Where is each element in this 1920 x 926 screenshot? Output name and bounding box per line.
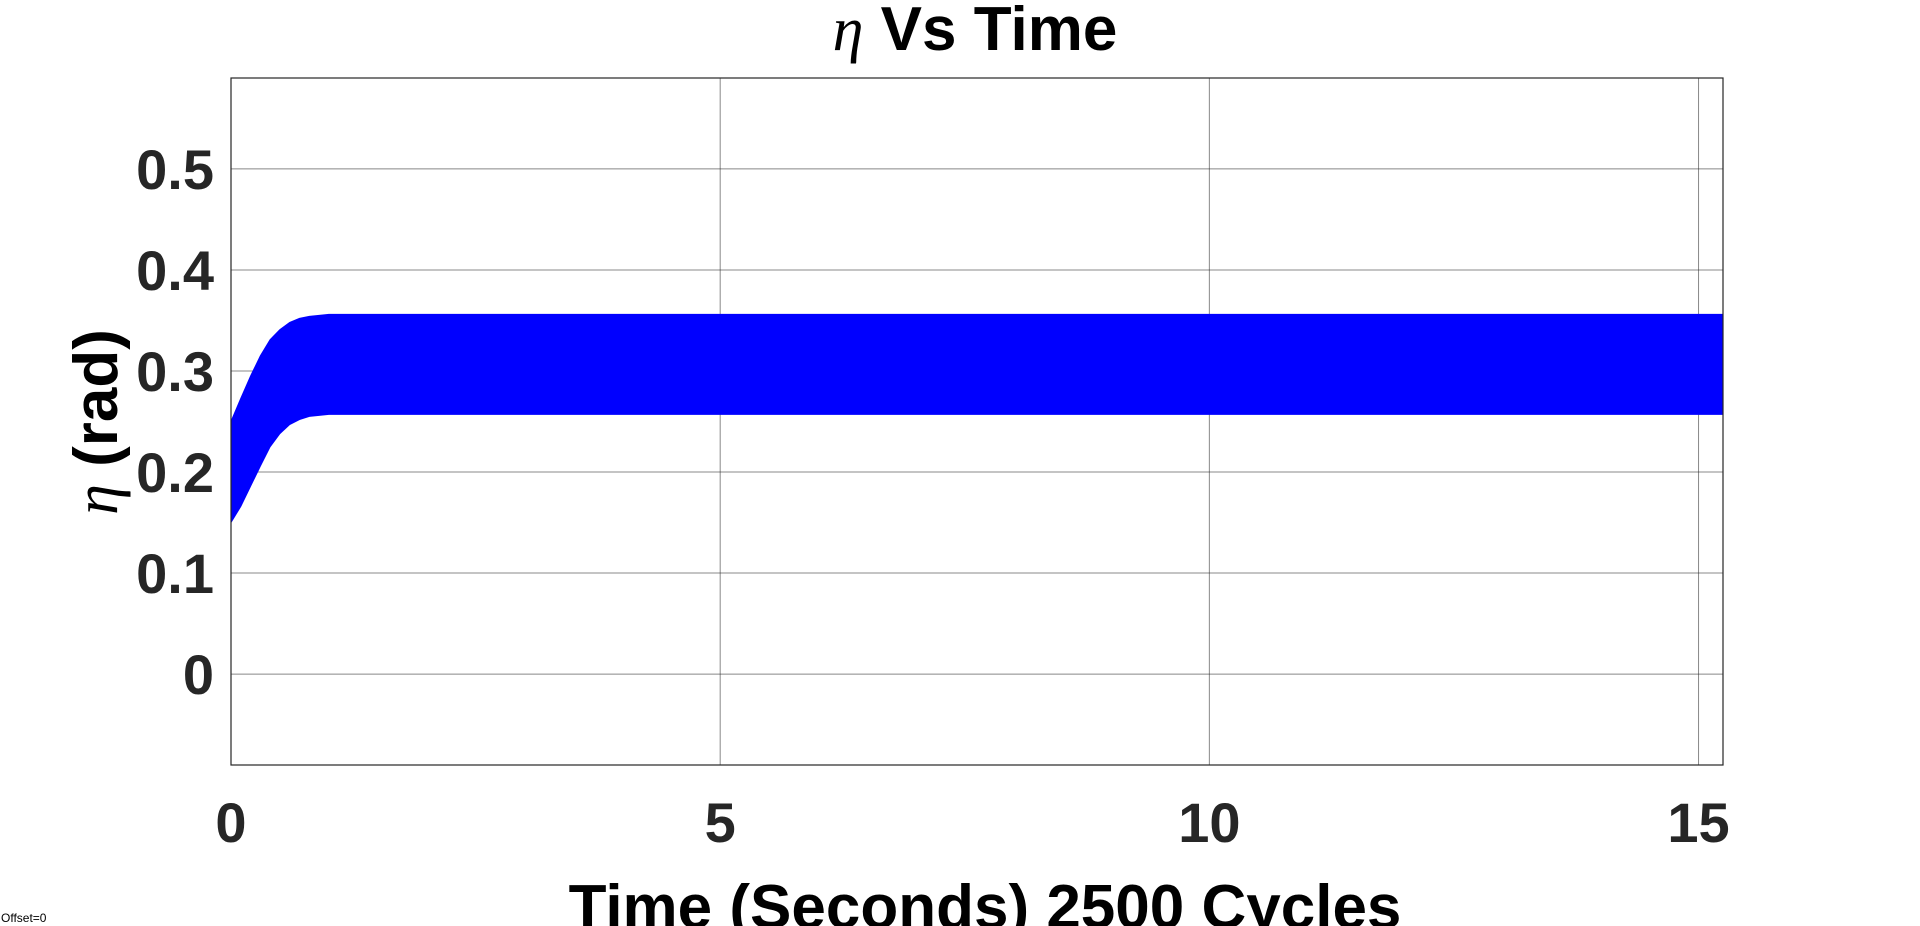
y-axis-title-symbol: η <box>63 484 131 515</box>
eta-oscillation-band <box>230 313 1724 525</box>
x-tick-label: 15 <box>1667 791 1729 854</box>
offset-note: Offset=0 <box>1 911 47 925</box>
y-tick-label: 0 <box>183 643 214 706</box>
x-tick-label: 5 <box>705 791 736 854</box>
y-tick-labels: 0 0.1 0.2 0.3 0.4 0.5 <box>136 138 214 706</box>
x-axis-title: Time (Seconds) 2500 Cycles <box>569 873 1402 926</box>
chart-title-text: Vs Time <box>863 0 1117 64</box>
y-tick-label: 0.3 <box>136 340 214 403</box>
grid-lines <box>230 78 1723 765</box>
series-layer <box>230 313 1724 525</box>
y-axis-title-text: (rad) <box>62 329 131 484</box>
y-tick-label: 0.1 <box>136 542 214 605</box>
plot-frame <box>230 77 1724 766</box>
chart-title-symbol: η <box>833 0 864 64</box>
chart-title: η Vs Time <box>833 0 1118 64</box>
y-tick-label: 0.2 <box>136 441 214 504</box>
y-tick-label: 0.5 <box>136 138 214 201</box>
x-tick-labels: 0 5 10 15 <box>215 791 1729 854</box>
y-axis-title: η (rad) <box>62 329 131 515</box>
y-tick-label: 0.4 <box>136 239 214 302</box>
x-tick-label: 10 <box>1178 791 1240 854</box>
x-tick-label: 0 <box>215 791 246 854</box>
